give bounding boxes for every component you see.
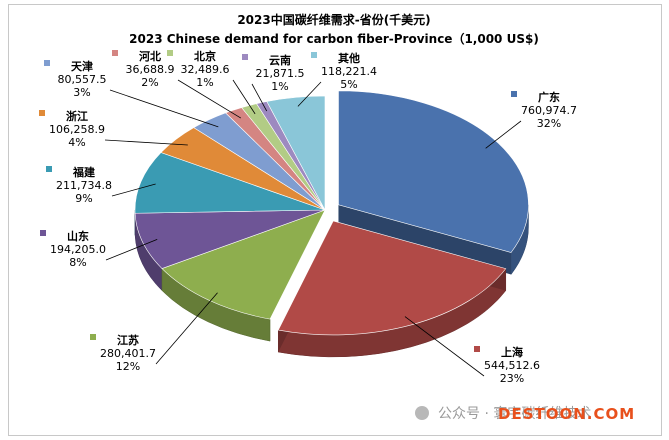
leader-line-1 <box>404 316 485 377</box>
slice-name-8: 北京 <box>194 49 216 63</box>
slice-1 <box>277 220 507 336</box>
slice-percent-3: 8% <box>69 256 86 269</box>
slice-name-2: 江苏 <box>117 333 139 347</box>
watermark: 公众号 · 寰宇碳纤维技术 DESTOON.COM <box>415 405 635 423</box>
leader-line-2 <box>155 292 218 365</box>
slice-3 <box>134 209 326 269</box>
slice-name-9: 云南 <box>269 53 291 67</box>
slice-4 <box>134 152 326 214</box>
slice-value-2: 280,401.7 <box>100 347 156 360</box>
slice-marker-1 <box>474 346 480 352</box>
slice-value-7: 36,688.9 <box>126 63 175 76</box>
chart-subtitle: 2023 Chinese demand for carbon fiber-Pro… <box>129 31 539 46</box>
slice-name-6: 天津 <box>71 59 93 73</box>
slice-percent-8: 1% <box>196 76 213 89</box>
leader-lines <box>104 79 522 377</box>
leader-line-6 <box>109 89 219 128</box>
chart-title: 2023中国碳纤维需求-省份(千美元) <box>237 12 430 27</box>
wechat-icon <box>415 406 429 420</box>
slice-marker-3 <box>40 230 46 236</box>
leader-line-4 <box>111 183 156 197</box>
leader-line-10 <box>297 81 322 107</box>
slice-marker-6 <box>44 60 50 66</box>
slice-value-4: 211,734.8 <box>56 179 112 192</box>
leader-line-0 <box>485 120 522 149</box>
slice-value-6: 80,557.5 <box>58 73 107 86</box>
slice-name-4: 福建 <box>72 165 96 179</box>
slice-value-9: 21,871.5 <box>256 67 305 80</box>
watermark-text: 公众号 · 寰宇碳纤维技术 <box>438 406 591 422</box>
slice-percent-10: 5% <box>340 78 357 91</box>
slice-percent-9: 1% <box>271 80 288 93</box>
slice-name-7: 河北 <box>139 49 161 63</box>
slice-marker-0 <box>511 91 517 97</box>
slice-percent-6: 3% <box>73 86 90 99</box>
leader-line-5 <box>104 139 188 146</box>
slice-value-3: 194,205.0 <box>50 243 106 256</box>
slice-marker-4 <box>46 166 52 172</box>
slice-marker-9 <box>242 54 248 60</box>
slice-value-1: 544,512.6 <box>484 359 540 372</box>
leader-line-9 <box>251 83 268 112</box>
slice-value-10: 118,221.4 <box>321 65 377 78</box>
pie-tops <box>134 90 529 336</box>
slice-value-5: 106,258.9 <box>49 123 105 136</box>
slice-name-0: 广东 <box>538 90 560 104</box>
slice-percent-1: 23% <box>500 372 524 385</box>
leader-line-7 <box>177 79 242 119</box>
slice-2 <box>161 209 326 320</box>
slice-percent-4: 9% <box>75 192 92 205</box>
slice-value-0: 760,974.7 <box>521 104 577 117</box>
slice-value-8: 32,489.6 <box>181 63 230 76</box>
slice-percent-7: 2% <box>141 76 158 89</box>
slice-face-0-1 <box>338 204 512 275</box>
slice-10 <box>266 95 326 211</box>
slice-marker-2 <box>90 334 96 340</box>
slice-0 <box>338 90 529 253</box>
slice-name-5: 浙江 <box>66 109 88 123</box>
slice-marker-7 <box>112 50 118 56</box>
slice-marker-8 <box>167 50 173 56</box>
slice-name-3: 山东 <box>67 229 89 243</box>
slice-marker-5 <box>39 110 45 116</box>
slice-percent-5: 4% <box>68 136 85 149</box>
slice-name-1: 上海 <box>501 345 523 359</box>
slice-percent-2: 12% <box>116 360 140 373</box>
watermark-brand: DESTOON.COM <box>498 405 635 423</box>
slice-marker-10 <box>311 52 317 58</box>
slice-name-10: 其他 <box>338 51 360 65</box>
leader-line-3 <box>105 239 158 261</box>
slice-percent-0: 32% <box>537 117 561 130</box>
leader-line-8 <box>232 79 256 115</box>
chart-frame <box>8 4 662 436</box>
slice-labels: 广东760,974.732%上海544,512.623%江苏280,401.71… <box>39 49 577 385</box>
